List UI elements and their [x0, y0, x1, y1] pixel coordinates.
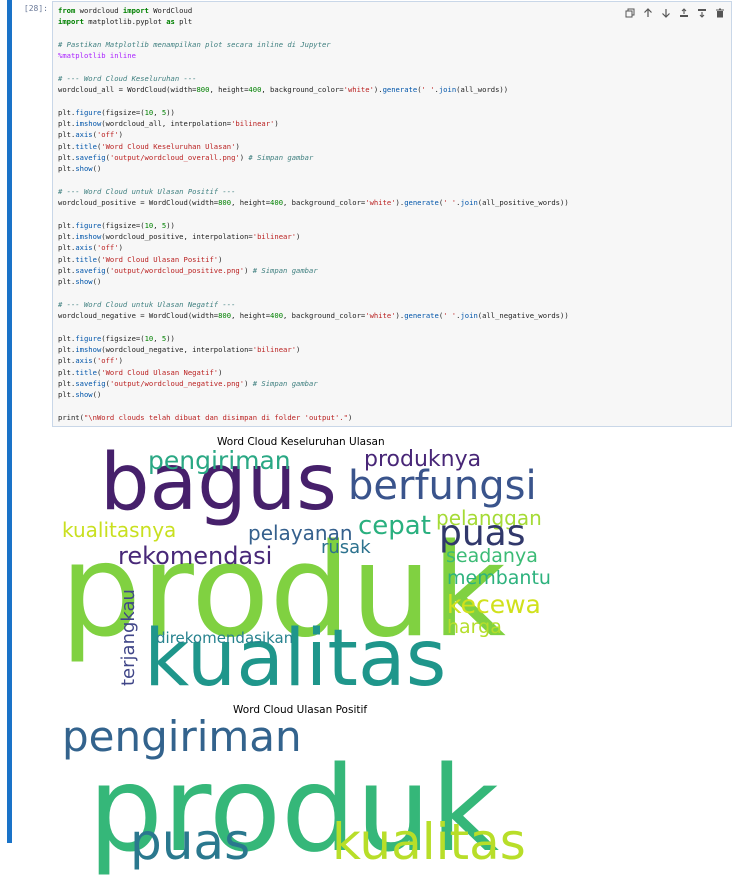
- wordcloud-word: kualitas: [144, 614, 447, 704]
- arrow-down-icon[interactable]: [658, 6, 673, 19]
- execution-count: [28]:: [23, 4, 48, 13]
- code-line: wordcloud_all = WordCloud(width=800, hei…: [58, 85, 509, 95]
- wordcloud-word: pengiriman: [148, 446, 291, 475]
- code-line: plt.title('Word Cloud Ulasan Negatif'): [58, 367, 223, 377]
- wordcloud-word: rekomendasi: [118, 542, 273, 570]
- code-line: plt.show(): [58, 390, 102, 400]
- trash-icon[interactable]: [712, 6, 727, 19]
- code-line: plt.figure(figsize=(10, 5)): [58, 107, 175, 117]
- code-line: plt.axis('off'): [58, 243, 123, 253]
- code-content[interactable]: from wordcloud import WordCloud import m…: [58, 5, 569, 423]
- code-line: plt.title('Word Cloud Ulasan Positif'): [58, 254, 223, 264]
- code-editor[interactable]: from wordcloud import WordCloud import m…: [52, 1, 732, 427]
- code-line: plt.axis('off'): [58, 356, 123, 366]
- code-line: plt.show(): [58, 277, 102, 287]
- code-line: wordcloud_positive = WordCloud(width=800…: [58, 198, 569, 208]
- code-line: plt.imshow(wordcloud_positive, interpola…: [58, 231, 301, 241]
- output-collapser-bar[interactable]: [7, 432, 12, 843]
- code-line: import matplotlib.pyplot as plt: [58, 17, 193, 27]
- code-line: plt.imshow(wordcloud_negative, interpola…: [58, 344, 301, 354]
- wordcloud-word: pengiriman: [62, 712, 302, 761]
- insert-above-icon[interactable]: [676, 6, 691, 19]
- wordcloud-word: berfungsi: [348, 463, 537, 509]
- code-line: %matplotlib inline: [58, 51, 136, 61]
- code-line: # Pastikan Matplotlib menampilkan plot s…: [58, 39, 331, 49]
- code-line: print("\nWord clouds telah dibuat dan di…: [58, 412, 353, 422]
- code-line: plt.savefig('output/wordcloud_negative.p…: [58, 378, 318, 388]
- wordcloud-word: kualitasnya: [62, 518, 177, 542]
- wordcloud-word: cepat: [358, 511, 431, 541]
- code-line: plt.axis('off'): [58, 130, 123, 140]
- wordcloud-word: produk: [60, 517, 506, 666]
- wordcloud-word: puas: [130, 813, 251, 871]
- wordcloud-word: membantu: [447, 567, 551, 589]
- wordcloud-word: rusak: [321, 537, 371, 558]
- code-line: plt.imshow(wordcloud_all, interpolation=…: [58, 118, 279, 128]
- code-line: plt.title('Word Cloud Keseluruhan Ulasan…: [58, 141, 240, 151]
- code-line: plt.show(): [58, 164, 102, 174]
- code-line: plt.savefig('output/wordcloud_positive.p…: [58, 265, 318, 275]
- wordcloud-word: kualitas: [332, 813, 526, 871]
- code-line: plt.figure(figsize=(10, 5)): [58, 220, 175, 230]
- wordcloud-word: puas: [439, 513, 526, 554]
- cell-output: Word Cloud Keseluruhan Ulasan bagus produ…: [52, 432, 739, 868]
- wordcloud-word: produknya: [364, 447, 482, 472]
- wordcloud-word: kecewa: [447, 590, 541, 619]
- duplicate-icon[interactable]: [622, 6, 637, 19]
- arrow-up-icon[interactable]: [640, 6, 655, 19]
- code-line: # --- Word Cloud untuk Ulasan Negatif --…: [58, 299, 236, 309]
- wordcloud-word: terjangkau: [118, 589, 139, 686]
- figure-title: Word Cloud Keseluruhan Ulasan: [217, 436, 385, 448]
- code-line: plt.savefig('output/wordcloud_overall.pn…: [58, 152, 314, 162]
- wordcloud-word: pelayanan: [248, 521, 353, 545]
- insert-below-icon[interactable]: [694, 6, 709, 19]
- code-line: from wordcloud import WordCloud: [58, 6, 193, 15]
- wordcloud-word: pelanggan: [436, 506, 542, 530]
- wordcloud-word: direkomendasikan: [156, 629, 294, 647]
- code-line: # --- Word Cloud Keseluruhan ---: [58, 73, 197, 83]
- figure-title: Word Cloud Ulasan Positif: [233, 704, 368, 716]
- wordcloud-word: harga: [447, 616, 502, 638]
- code-line: plt.figure(figsize=(10, 5)): [58, 333, 175, 343]
- cell-toolbar: [622, 6, 727, 19]
- code-line: wordcloud_negative = WordCloud(width=800…: [58, 311, 569, 321]
- wordcloud-word: seadanya: [446, 545, 538, 567]
- wordcloud-word: bagus: [100, 438, 337, 528]
- cell-selection-bar: [7, 0, 12, 843]
- code-line: # --- Word Cloud untuk Ulasan Positif --…: [58, 186, 236, 196]
